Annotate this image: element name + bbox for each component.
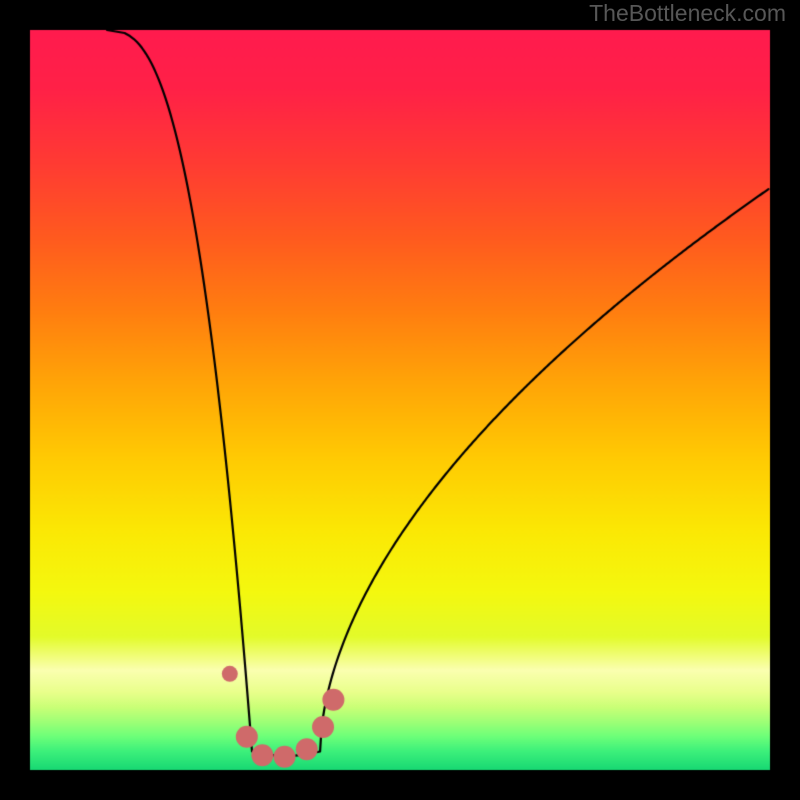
bottleneck-curve-chart bbox=[0, 0, 800, 800]
watermark-text: TheBottleneck.com bbox=[589, 0, 786, 27]
